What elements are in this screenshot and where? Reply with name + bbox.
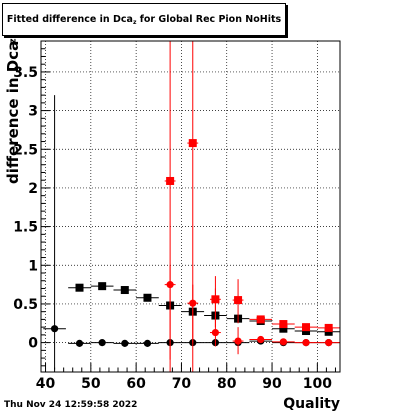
marker-square	[234, 296, 243, 305]
data-point	[209, 288, 221, 347]
y-axis: 0 0.5 1 1.5 2 2.5 3 3.5	[13, 48, 50, 367]
marker-circle	[189, 299, 197, 307]
marker-circle	[75, 339, 84, 347]
x-tick-label: 90	[262, 376, 282, 392]
data-point	[232, 327, 244, 355]
x-tick-label: 70	[172, 376, 192, 392]
marker-square	[75, 283, 84, 292]
marker-circle	[257, 335, 265, 344]
data-point	[317, 339, 340, 347]
data-point	[113, 286, 137, 295]
data-point	[43, 95, 66, 370]
y-axis-label-wrap: difference in Dca	[4, 41, 22, 185]
marker-square	[324, 323, 333, 332]
data-point	[187, 284, 199, 343]
data-point	[249, 335, 273, 344]
data-point	[164, 265, 176, 360]
x-tick-label: 60	[126, 376, 146, 392]
data-point	[272, 338, 295, 346]
series-red-circle	[164, 265, 340, 360]
series-red-square	[164, 41, 340, 372]
marker-square	[279, 324, 288, 333]
series-black-circle	[43, 95, 340, 370]
y-tick-label: 3	[28, 104, 38, 120]
y-tick-label: 1.5	[13, 220, 38, 236]
data-point	[68, 283, 91, 292]
y-axis-label: difference in Dca	[4, 40, 22, 184]
marker-square	[279, 320, 288, 329]
timestamp: Thu Nov 24 12:59:58 2022	[4, 400, 138, 410]
marker-circle	[143, 339, 152, 347]
marker-circle	[302, 339, 310, 347]
data-point	[294, 339, 318, 347]
series-black-square	[68, 282, 340, 336]
y-tick-label: 1	[28, 258, 38, 274]
marker-circle	[279, 338, 287, 346]
data-point	[272, 324, 295, 333]
marker-square	[120, 286, 129, 295]
marker-circle	[211, 328, 220, 337]
data-point	[136, 339, 159, 347]
data-point	[232, 279, 244, 324]
marker-circle	[234, 337, 242, 345]
x-axis: 40 50 60 70 80 90 100	[36, 363, 336, 392]
data-series	[43, 41, 340, 372]
x-tick-label: 80	[217, 376, 237, 392]
x-tick-label: 50	[81, 376, 101, 392]
data-point	[90, 282, 114, 291]
marker-circle	[325, 339, 333, 347]
marker-square	[188, 139, 197, 148]
data-point	[136, 293, 159, 302]
marker-circle	[50, 325, 59, 333]
marker-square	[256, 315, 265, 324]
chart-title-main: Fitted difference in Dca	[6, 14, 133, 25]
grid-lines	[41, 41, 340, 372]
data-point	[249, 315, 273, 324]
chart-title-sub: z	[132, 19, 137, 26]
data-point	[68, 339, 91, 347]
y-tick-label: 2	[28, 181, 38, 197]
data-point	[317, 323, 340, 332]
marker-circle	[98, 339, 106, 347]
marker-square	[143, 293, 152, 302]
y-tick-label: 3.5	[13, 65, 38, 81]
marker-square	[98, 282, 107, 291]
marker-square	[302, 323, 311, 332]
y-tick-label: 0	[28, 336, 38, 352]
y-tick-label: 2.5	[13, 142, 38, 158]
data-point	[294, 323, 318, 332]
marker-square	[166, 176, 175, 185]
x-axis-label: Quality	[283, 396, 340, 412]
data-point	[272, 320, 295, 329]
chart-title-tail: for Global Rec Pion NoHits	[136, 14, 282, 25]
marker-circle	[121, 339, 129, 347]
x-tick-label: 100	[303, 376, 332, 392]
x-tick-label: 40	[36, 376, 56, 392]
chart-title: Fitted difference in Dcaz for Global Rec…	[2, 3, 286, 36]
y-axis-label-sub: z	[8, 38, 19, 44]
plot-frame	[40, 40, 341, 373]
data-point	[113, 339, 137, 347]
y-tick-label: 0.5	[13, 297, 38, 313]
marker-circle	[166, 281, 174, 289]
data-point	[90, 339, 114, 347]
